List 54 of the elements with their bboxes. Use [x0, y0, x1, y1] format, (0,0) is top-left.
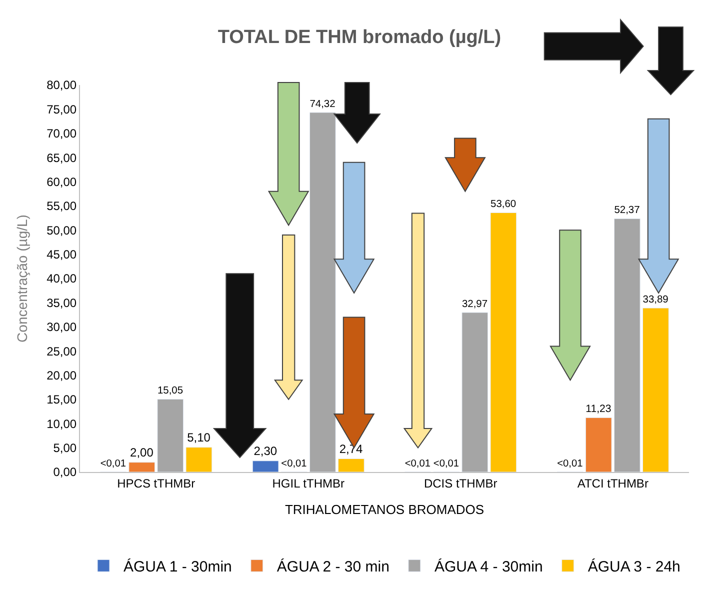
bar [490, 212, 517, 472]
y-tick-label: 50,00 [46, 223, 77, 238]
data-label: 32,97 [462, 298, 488, 310]
data-label: 2,00 [130, 445, 154, 460]
y-tick-label: 10,00 [46, 416, 77, 431]
y-tick-label: 20,00 [46, 368, 77, 382]
y-axis-title: Concentração (µg/L) [14, 214, 30, 342]
legend-label: ÁGUA 3 - 24h [588, 558, 680, 576]
y-tick-label: 30,00 [46, 320, 77, 334]
y-tick-label: 45,00 [46, 248, 77, 262]
bar [462, 312, 488, 472]
y-tick-label: 5,00 [53, 441, 77, 456]
x-tick-label: DCIS tTHMBr [424, 476, 498, 490]
y-tick-label: 60,00 [46, 174, 77, 189]
legend-label: ÁGUA 1 - 30min [124, 558, 232, 576]
x-axis-title: TRIHALOMETANOS BROMADOS [284, 502, 484, 517]
y-tick-label: 55,00 [46, 199, 77, 214]
chart-title: TOTAL DE THM bromado (µg/L) [218, 27, 502, 48]
y-tick-label: 80,00 [46, 78, 77, 92]
y-tick-label: 35,00 [46, 296, 77, 310]
legend-label: ÁGUA 2 - 30 min [276, 558, 390, 576]
bar [585, 417, 612, 472]
y-tick-label: 75,00 [46, 102, 77, 116]
data-label: 33,89 [642, 294, 669, 306]
bar [642, 308, 669, 472]
y-tick-label: 40,00 [46, 272, 77, 286]
data-label: <0,01 [404, 458, 431, 470]
y-tick-label: 70,00 [46, 126, 77, 141]
x-tick-label: ATCI tTHMBr [577, 476, 648, 490]
data-label: 74,32 [310, 98, 336, 110]
data-label: 15,05 [157, 386, 184, 397]
bar [338, 458, 364, 472]
bar [309, 112, 336, 472]
data-label: 52,37 [614, 205, 640, 216]
data-label: 5,10 [187, 430, 211, 444]
x-tick-label: HGIL tTHMBr [272, 476, 344, 490]
data-label: <0,01 [433, 458, 460, 470]
y-tick-label: 15,00 [46, 392, 77, 407]
data-label: 2,30 [254, 444, 278, 458]
y-tick-label: 65,00 [46, 150, 77, 165]
data-label: 53,60 [490, 199, 516, 210]
y-tick-label: 25,00 [46, 344, 77, 358]
bar [128, 462, 156, 472]
bar [157, 398, 184, 472]
data-label: 11,23 [586, 403, 612, 416]
bar [186, 447, 212, 472]
data-label: <0,01 [281, 458, 308, 470]
data-label: <0,01 [100, 458, 126, 470]
bar [252, 460, 279, 472]
x-tick-label: HPCS tTHMBr [117, 476, 196, 490]
legend-label: ÁGUA 4 - 30min [434, 558, 543, 576]
y-tick-label: 0,00 [53, 465, 77, 480]
data-label: <0,01 [557, 458, 584, 470]
bar [614, 218, 640, 472]
